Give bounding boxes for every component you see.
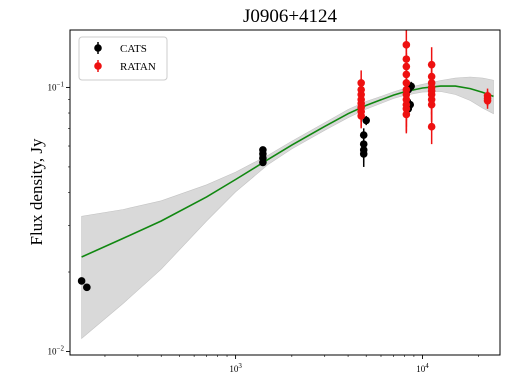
y-tick-label: 10−1 (48, 80, 65, 92)
y-tick-label: 10−2 (48, 345, 65, 357)
tick-exponent: −2 (57, 345, 65, 353)
tick-exponent: −1 (57, 80, 65, 88)
tick-base: 10 (48, 347, 58, 357)
confidence-band (81, 76, 494, 340)
tick-base: 10 (48, 82, 58, 92)
x-tick-label: 103 (229, 362, 242, 374)
legend: CATS RATAN (78, 36, 168, 81)
data-point (427, 100, 436, 109)
fit-line (81, 85, 494, 258)
legend-marker-cats (94, 44, 102, 52)
tick-base: 10 (229, 364, 239, 374)
data-point (483, 96, 492, 105)
data-point (402, 41, 411, 49)
data-points (77, 30, 492, 292)
series-ratan (357, 30, 492, 145)
data-point (402, 110, 411, 119)
legend-label-cats: CATS (120, 43, 147, 55)
chart-title: J0906+4124 (243, 6, 338, 27)
tick-exponent: 4 (425, 362, 429, 370)
tick-exponent: 3 (238, 362, 242, 370)
tick-base: 10 (416, 364, 426, 374)
data-point (362, 116, 370, 125)
x-tick-label: 104 (416, 362, 429, 374)
series-cats (77, 81, 415, 292)
legend-marker-ratan (94, 62, 102, 70)
data-point (83, 283, 91, 292)
legend-item-ratan: RATAN (94, 60, 156, 73)
data-point (357, 112, 365, 120)
legend-label-ratan: RATAN (120, 61, 156, 73)
y-axis-label: Flux density, Jy (27, 138, 46, 246)
data-point (259, 158, 267, 167)
data-point (359, 150, 368, 158)
plot-area (77, 30, 494, 340)
data-point (427, 122, 436, 131)
data-point (77, 277, 86, 285)
data-point (359, 131, 368, 139)
legend-item-cats: CATS (94, 42, 147, 55)
